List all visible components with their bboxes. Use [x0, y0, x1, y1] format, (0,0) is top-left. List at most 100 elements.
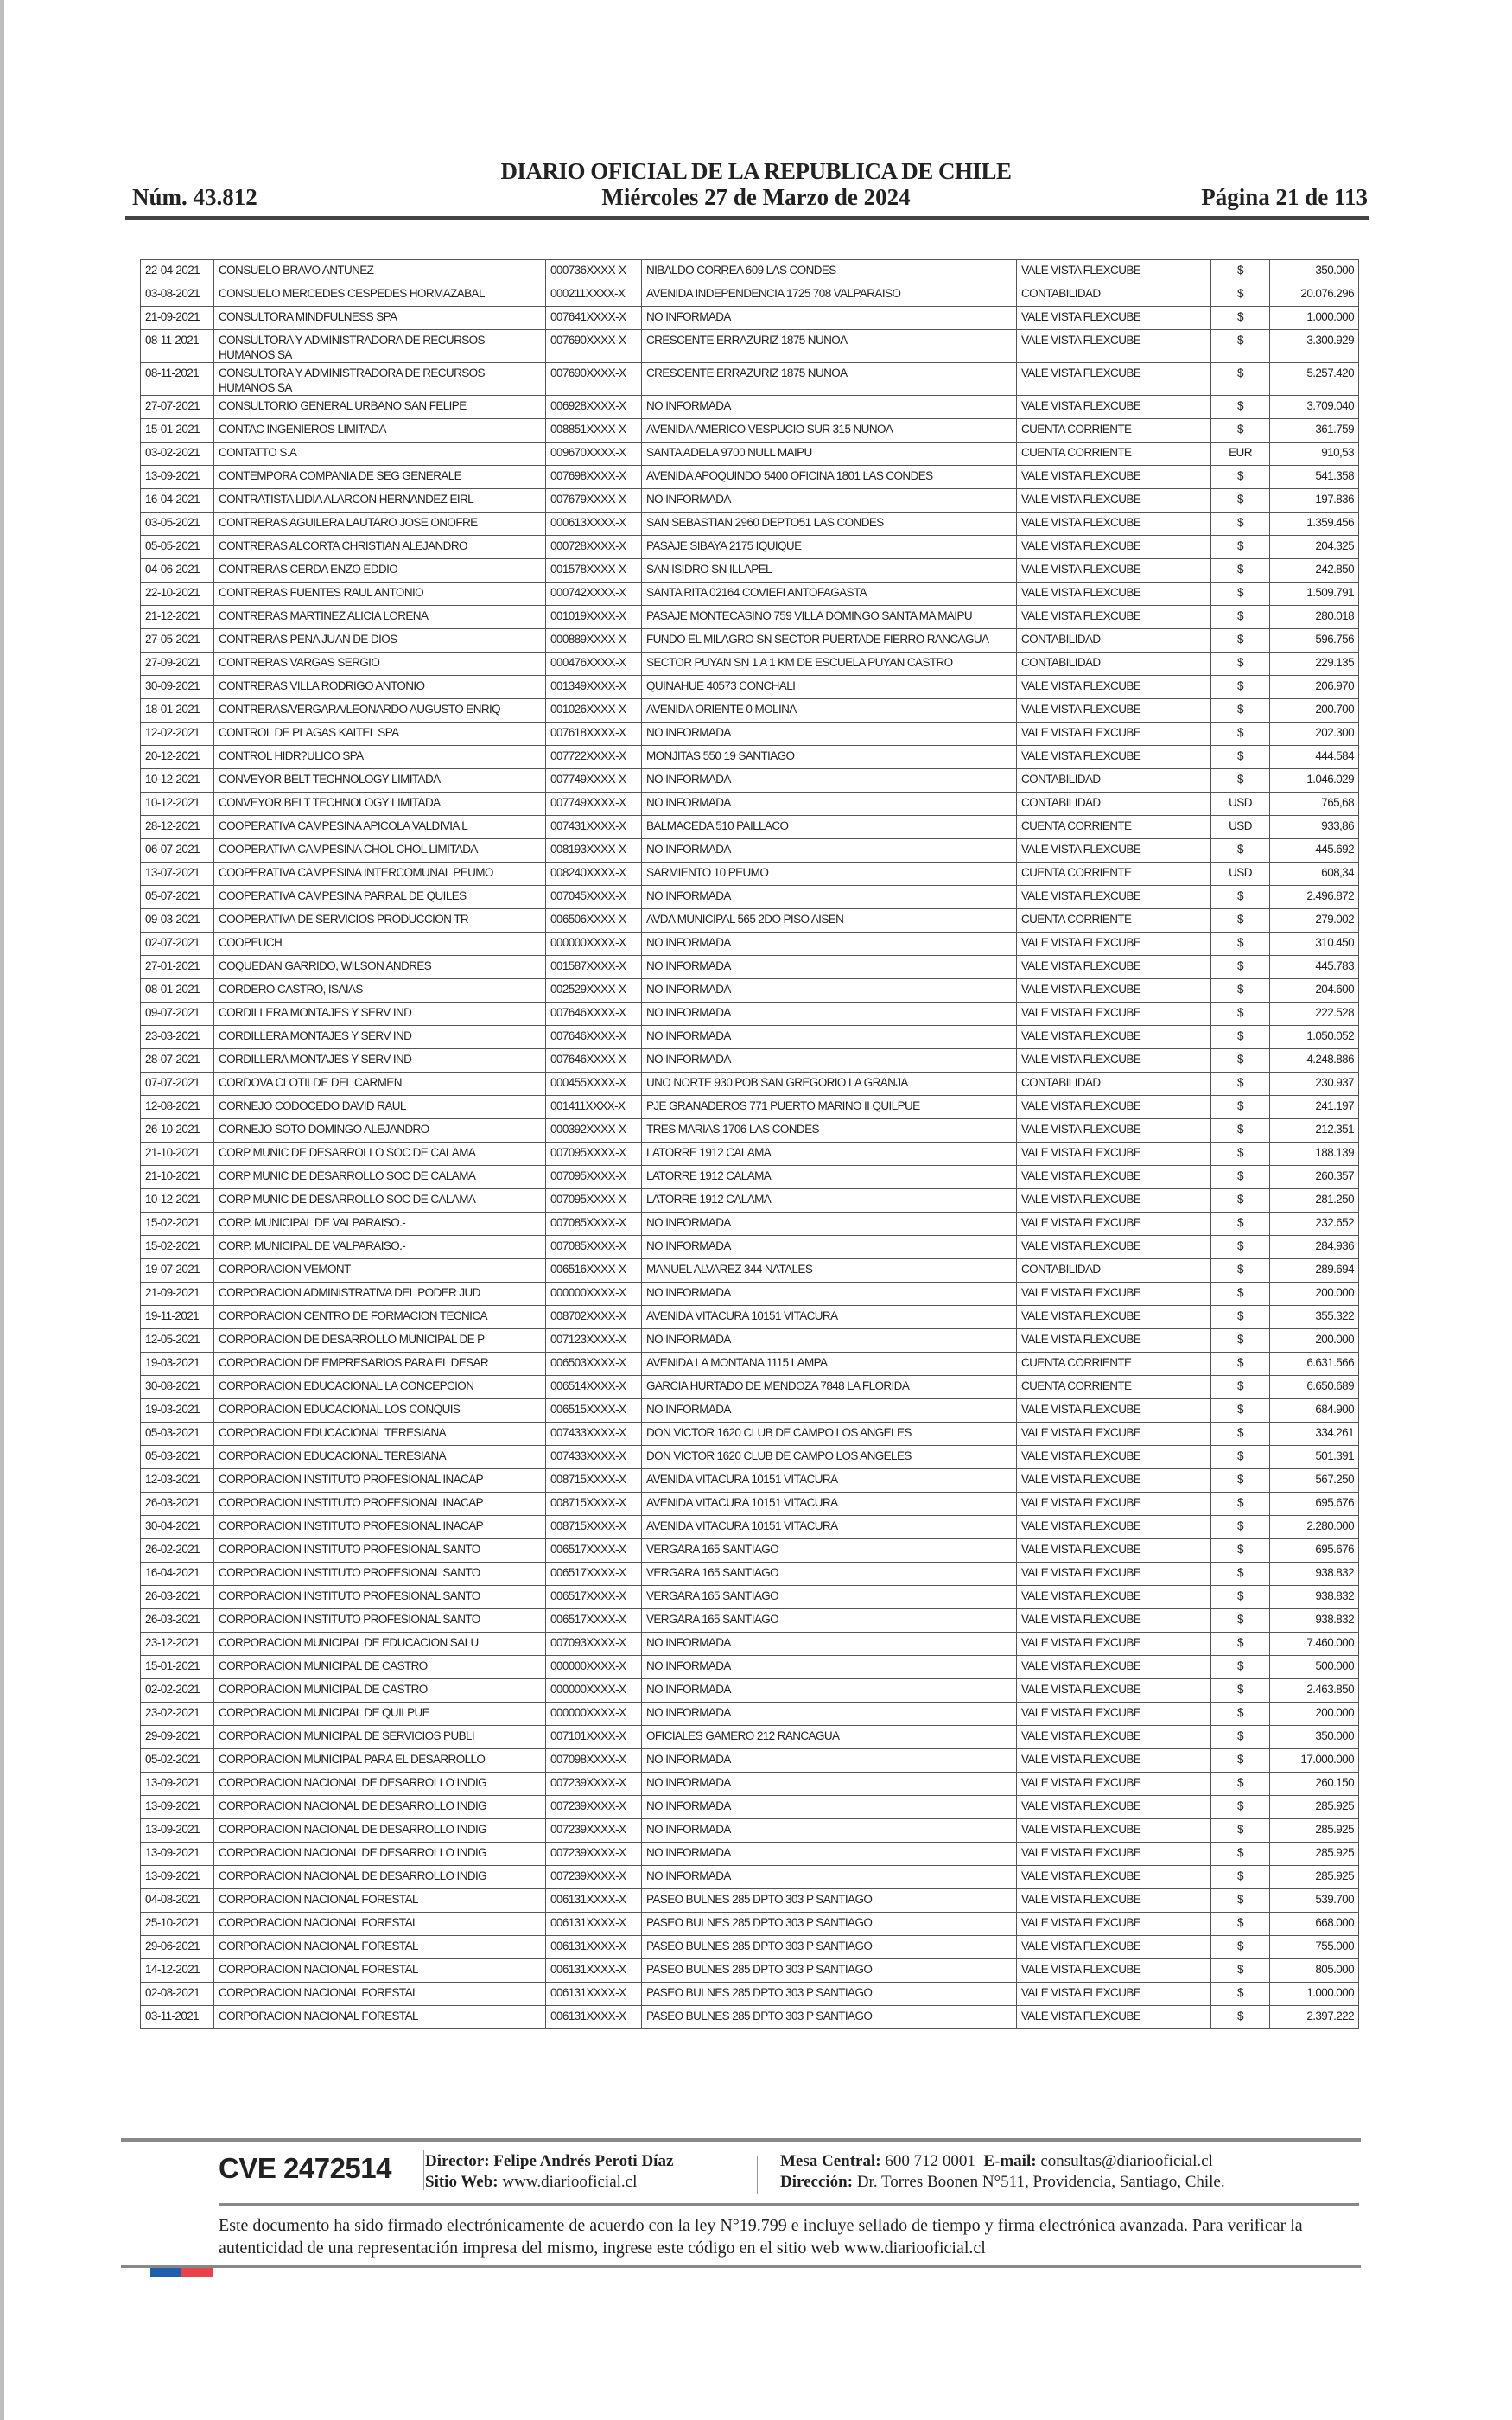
address-cell: NO INFORMADA — [641, 1655, 1017, 1679]
currency-cell: $ — [1210, 838, 1270, 863]
payee-cell: CORPORACION NACIONAL FORESTAL — [213, 1982, 546, 2006]
currency-cell: $ — [1210, 1025, 1270, 1049]
date-cell: 21-10-2021 — [140, 1165, 214, 1189]
amount-cell: 281.250 — [1269, 1188, 1359, 1213]
rut-cell: 008715XXXX-X — [545, 1468, 642, 1493]
rut-cell: 000728XXXX-X — [545, 535, 642, 559]
rut-cell: 008240XXXX-X — [545, 862, 642, 886]
currency-cell: $ — [1210, 1468, 1270, 1493]
rut-cell: 007646XXXX-X — [545, 1002, 642, 1026]
date-cell: 16-04-2021 — [140, 488, 214, 513]
cve-code: CVE 2472514 — [219, 2152, 392, 2184]
date-cell: 26-02-2021 — [140, 1538, 214, 1563]
table-row: 06-07-2021 COOPERATIVA CAMPESINA CHOL CHO… — [140, 838, 1359, 863]
table-row: 28-12-2021 COOPERATIVA CAMPESINA APICOLA … — [140, 815, 1359, 839]
table-row: 23-02-2021 CORPORACION MUNICIPAL DE QUILP… — [140, 1702, 1359, 1726]
amount-cell: 668.000 — [1269, 1912, 1359, 1936]
table-row: 13-09-2021 CORPORACION NACIONAL DE DESARR… — [140, 1818, 1359, 1843]
payment-type-cell: VALE VISTA FLEXCUBE — [1016, 582, 1211, 606]
payment-type-cell: VALE VISTA FLEXCUBE — [1016, 698, 1211, 723]
payment-type-cell: VALE VISTA FLEXCUBE — [1016, 1702, 1211, 1726]
rut-cell: 007085XXXX-X — [545, 1212, 642, 1236]
address-cell: NO INFORMADA — [641, 792, 1017, 816]
address-cell: SARMIENTO 10 PEUMO — [641, 862, 1017, 886]
payee-cell: CONTRERAS VILLA RODRIGO ANTONIO — [213, 675, 546, 699]
amount-cell: 445.783 — [1269, 955, 1359, 979]
amount-cell: 938.832 — [1269, 1585, 1359, 1609]
payment-type-cell: VALE VISTA FLEXCUBE — [1016, 1538, 1211, 1563]
rut-cell: 007690XXXX-X — [545, 362, 642, 396]
amount-cell: 230.937 — [1269, 1072, 1359, 1096]
address-cell: NO INFORMADA — [641, 955, 1017, 979]
amount-cell: 1.000.000 — [1269, 306, 1359, 330]
date-cell: 27-05-2021 — [140, 628, 214, 653]
payment-type-cell: VALE VISTA FLEXCUBE — [1016, 1235, 1211, 1259]
address-cell: VERGARA 165 SANTIAGO — [641, 1538, 1017, 1563]
address-cell: PASEO BULNES 285 DPTO 303 P SANTIAGO — [641, 1958, 1017, 1983]
table-row: 16-04-2021 CORPORACION INSTITUTO PROFESIO… — [140, 1562, 1359, 1586]
date-cell: 26-03-2021 — [140, 1492, 214, 1516]
currency-cell: $ — [1210, 535, 1270, 559]
date-cell: 12-02-2021 — [140, 722, 214, 746]
amount-cell: 765,68 — [1269, 792, 1359, 816]
amount-cell: 755.000 — [1269, 1935, 1359, 1959]
amount-cell: 242.850 — [1269, 558, 1359, 583]
address-cell: NO INFORMADA — [641, 1772, 1017, 1796]
date-cell: 28-07-2021 — [140, 1048, 214, 1073]
payee-cell: CORP MUNIC DE DESARROLLO SOC DE CALAMA — [213, 1165, 546, 1189]
table-row: 05-03-2021 CORPORACION EDUCACIONAL TERESI… — [140, 1422, 1359, 1446]
address-cell: PASAJE SIBAYA 2175 IQUIQUE — [641, 535, 1017, 559]
payment-type-cell: VALE VISTA FLEXCUBE — [1016, 1795, 1211, 1819]
table-row: 26-03-2021 CORPORACION INSTITUTO PROFESIO… — [140, 1585, 1359, 1609]
payment-type-cell: VALE VISTA FLEXCUBE — [1016, 1725, 1211, 1749]
amount-cell: 2.280.000 — [1269, 1515, 1359, 1539]
amount-cell: 229.135 — [1269, 652, 1359, 676]
table-row: 12-05-2021 CORPORACION DE DESARROLLO MUNI… — [140, 1328, 1359, 1353]
address-cell: NO INFORMADA — [641, 1235, 1017, 1259]
footer-divider — [121, 2265, 1361, 2268]
currency-cell: $ — [1210, 1352, 1270, 1376]
date-cell: 02-08-2021 — [140, 1982, 214, 2006]
amount-cell: 1.509.791 — [1269, 582, 1359, 606]
currency-cell: $ — [1210, 1935, 1270, 1959]
rut-cell: 000613XXXX-X — [545, 512, 642, 536]
web-link[interactable]: www.diariooficial.cl — [502, 2173, 638, 2191]
payee-cell: CORP. MUNICIPAL DE VALPARAISO.- — [213, 1235, 546, 1259]
payee-cell: CORDERO CASTRO, ISAIAS — [213, 978, 546, 1003]
amount-cell: 20.076.296 — [1269, 283, 1359, 307]
payment-type-cell: VALE VISTA FLEXCUBE — [1016, 329, 1211, 363]
email-link[interactable]: consultas@diariooficial.cl — [1040, 2152, 1213, 2170]
address-cell: AVENIDA VITACURA 10151 VITACURA — [641, 1515, 1017, 1539]
currency-cell: $ — [1210, 1795, 1270, 1819]
mesa-phone: 600 712 0001 — [885, 2152, 975, 2170]
payment-type-cell: CONTABILIDAD — [1016, 792, 1211, 816]
payment-type-cell: VALE VISTA FLEXCUBE — [1016, 395, 1211, 419]
rut-cell: 007618XXXX-X — [545, 722, 642, 746]
payments-table: 22-04-2021 CONSUELO BRAVO ANTUNEZ 000736XX… — [140, 259, 1359, 2029]
address-cell: NO INFORMADA — [641, 1048, 1017, 1073]
date-cell: 13-09-2021 — [140, 1818, 214, 1843]
amount-cell: 2.397.222 — [1269, 2005, 1359, 2029]
address-cell: VERGARA 165 SANTIAGO — [641, 1585, 1017, 1609]
table-row: 23-03-2021 CORDILLERA MONTAJES Y SERV IND… — [140, 1025, 1359, 1049]
payment-type-cell: VALE VISTA FLEXCUBE — [1016, 2005, 1211, 2029]
date-cell: 09-07-2021 — [140, 1002, 214, 1026]
amount-cell: 445.692 — [1269, 838, 1359, 863]
currency-cell: $ — [1210, 1865, 1270, 1889]
address-cell: NIBALDO CORREA 609 LAS CONDES — [641, 259, 1017, 283]
rut-cell: 006517XXXX-X — [545, 1562, 642, 1586]
payment-type-cell: VALE VISTA FLEXCUBE — [1016, 1048, 1211, 1073]
address-cell: NO INFORMADA — [641, 1632, 1017, 1656]
address-cell: AVENIDA APOQUINDO 5400 OFICINA 1801 LAS … — [641, 465, 1017, 489]
rut-cell: 001587XXXX-X — [545, 955, 642, 979]
address-cell: NO INFORMADA — [641, 1398, 1017, 1423]
address-cell: AVENIDA VITACURA 10151 VITACURA — [641, 1468, 1017, 1493]
payee-cell: CONTAC INGENIEROS LIMITADA — [213, 418, 546, 443]
table-row: 13-09-2021 CONTEMPORA COMPANIA DE SEG GEN… — [140, 465, 1359, 489]
amount-cell: 501.391 — [1269, 1445, 1359, 1469]
table-row: 26-10-2021 CORNEJO SOTO DOMINGO ALEJANDRO… — [140, 1118, 1359, 1143]
payee-cell: CORNEJO CODOCEDO DAVID RAUL — [213, 1095, 546, 1119]
date-cell: 12-08-2021 — [140, 1095, 214, 1119]
address-cell: LATORRE 1912 CALAMA — [641, 1165, 1017, 1189]
currency-cell: $ — [1210, 1702, 1270, 1726]
